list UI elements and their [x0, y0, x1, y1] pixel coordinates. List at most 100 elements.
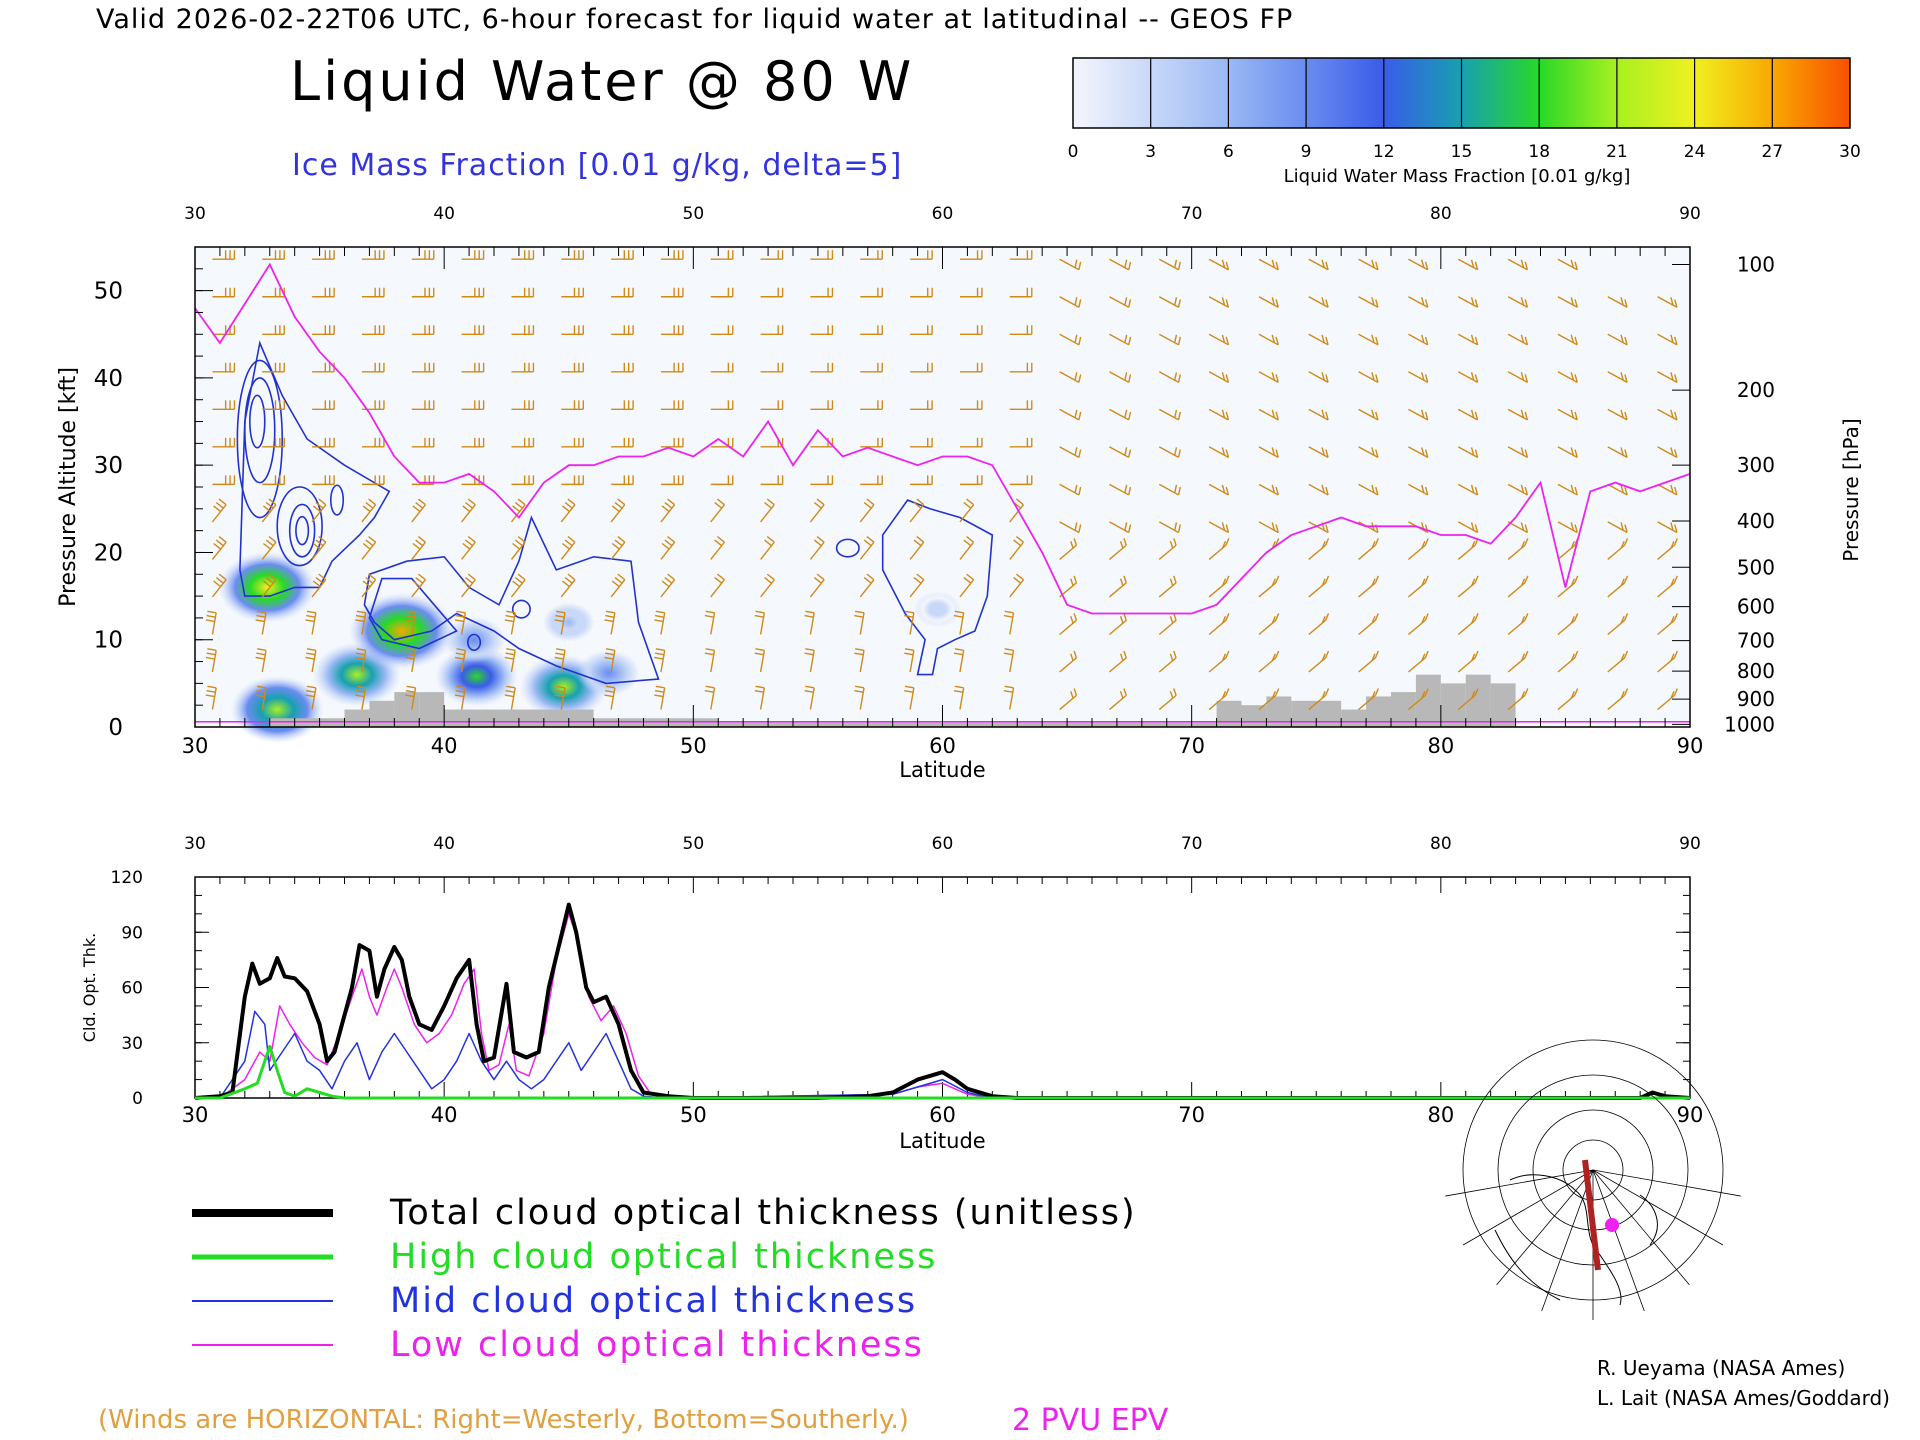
wind-barb-shaft: [660, 579, 676, 598]
wind-barb-shaft: [1408, 296, 1429, 308]
colorbar-tick-label: 15: [1451, 142, 1473, 162]
wind-barb-feather: [716, 498, 725, 506]
wind-barb-shaft: [560, 612, 566, 635]
wind-barb-feather: [1271, 615, 1276, 624]
wind-barb-feather: [1275, 613, 1280, 621]
wind-barb-shaft: [1258, 521, 1279, 534]
wind-barb-feather: [1275, 524, 1279, 533]
wind-barb-feather: [1321, 447, 1325, 456]
ot-y-tick-label: 60: [121, 979, 143, 999]
wind-barb-feather: [1128, 261, 1132, 270]
wind-barb-feather: [555, 652, 565, 656]
wind-barb-shaft: [1408, 408, 1429, 421]
wind-barb-shaft: [411, 687, 417, 710]
wind-barb-feather: [1673, 538, 1678, 546]
wind-barb-feather: [661, 580, 670, 588]
colorbar-tick-label: 12: [1373, 142, 1395, 162]
wind-barb-feather: [966, 536, 975, 543]
wind-barb-feather: [1221, 522, 1226, 531]
y-tick-label: 40: [94, 366, 123, 392]
wind-barb-feather: [614, 539, 623, 547]
wind-barb-feather: [954, 685, 964, 689]
wind-barb-feather: [1324, 575, 1330, 584]
wind-barb-feather: [1520, 259, 1525, 268]
wind-barb-shaft: [1258, 446, 1279, 459]
wind-barb-feather: [1474, 374, 1479, 383]
wind-barb-feather: [804, 614, 814, 618]
wind-barb-feather: [456, 648, 466, 652]
wind-barb-shaft: [1358, 446, 1379, 459]
wind-barb-feather: [1470, 484, 1475, 494]
wind-barb-feather: [1124, 297, 1128, 306]
wind-barb-shaft: [1059, 371, 1080, 383]
wind-barb-feather: [1004, 685, 1014, 689]
terrain-bar: [693, 718, 719, 727]
wind-barb-feather: [467, 536, 476, 543]
wind-barb-feather: [1524, 261, 1529, 270]
wind-barb-feather: [1074, 522, 1078, 531]
wind-barb-feather: [1670, 653, 1675, 661]
wind-barb-feather: [205, 694, 215, 698]
wind-barb-feather: [755, 685, 765, 689]
wind-barb-feather: [406, 685, 416, 689]
wind-barb-feather: [257, 685, 267, 689]
pressure-tick-label: 800: [1737, 659, 1775, 683]
wind-barb-feather: [704, 689, 714, 693]
wind-barb-shaft: [1507, 258, 1528, 271]
wind-barb-shaft: [909, 541, 925, 560]
wind-barb-shaft: [909, 612, 915, 635]
wind-barb-shaft: [1457, 483, 1478, 496]
terrain-bar: [1341, 709, 1367, 727]
wind-barb-shaft: [759, 650, 766, 673]
ot-x-tick-label-top: 80: [1430, 834, 1452, 854]
wind-barb-shaft: [1258, 296, 1279, 308]
wind-barb-feather: [1670, 334, 1674, 343]
wind-barb-feather: [866, 536, 875, 543]
wind-barb-feather: [1371, 653, 1376, 661]
wind-barb-feather: [1271, 522, 1276, 531]
wind-barb-shaft: [411, 579, 426, 598]
wind-barb-feather: [1078, 374, 1082, 383]
wind-barb-feather: [1570, 334, 1575, 343]
wind-barb-feather: [1374, 538, 1379, 546]
wind-barb-feather: [1004, 648, 1014, 652]
legend-label: Mid cloud optical thickness: [390, 1281, 917, 1321]
wind-barb-feather: [305, 694, 315, 698]
wind-barb-feather: [816, 536, 825, 543]
wind-barb-shaft: [710, 541, 725, 560]
wind-barb-feather: [207, 610, 217, 614]
wind-barb-feather: [1177, 486, 1181, 496]
wind-barb-feather: [1221, 540, 1227, 549]
wind-barb-feather: [1225, 336, 1230, 346]
wind-barb-shaft: [311, 650, 317, 673]
wind-barb-shaft: [560, 541, 576, 560]
wind-barb-feather: [1325, 411, 1329, 421]
wind-barb-feather: [805, 648, 815, 652]
wind-barb-shaft: [1158, 371, 1179, 383]
wind-barb-feather: [462, 580, 471, 588]
wind-barb-feather: [1271, 372, 1276, 381]
terrain-bar: [718, 722, 1192, 727]
wind-barb-shaft: [759, 687, 766, 710]
wind-barb-feather: [213, 542, 222, 550]
wind-barb-feather: [754, 652, 764, 656]
wind-barb-feather: [1670, 615, 1675, 624]
wind-barb-feather: [1371, 484, 1375, 494]
wind-barb-feather: [1225, 538, 1230, 546]
wind-barb-feather: [1078, 261, 1082, 270]
wind-barb-shaft: [909, 504, 925, 523]
colorbar-tick-label: 21: [1606, 142, 1628, 162]
wind-barb-feather: [854, 652, 864, 656]
wind-barb-shaft: [1408, 333, 1429, 346]
ice-contour: [835, 538, 860, 558]
wind-barb-feather: [1474, 299, 1479, 308]
wind-barb-shaft: [510, 612, 516, 635]
wind-barb-shaft: [510, 504, 526, 523]
wind-barb-feather: [764, 501, 772, 509]
wind-barb-feather: [1324, 538, 1330, 546]
wind-barb-feather: [268, 498, 277, 506]
terrain-bar: [1241, 705, 1267, 727]
wind-barb-feather: [1674, 486, 1678, 496]
wind-barb-feather: [265, 577, 274, 584]
wind-barb-feather: [1674, 411, 1678, 421]
